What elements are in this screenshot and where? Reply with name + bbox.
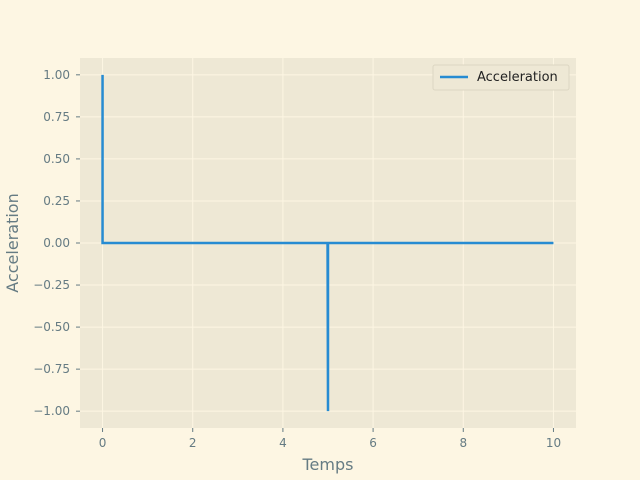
legend-label: Acceleration [477, 70, 558, 85]
y-tick-label: 0.75 [43, 110, 70, 124]
y-tick-label: 0.50 [43, 152, 70, 166]
y-tick-label: −0.25 [33, 278, 70, 292]
y-axis-label: Acceleration [3, 193, 22, 292]
y-tick-label: 0.00 [43, 236, 70, 250]
x-tick-label: 0 [99, 436, 107, 450]
x-tick-label: 4 [279, 436, 287, 450]
y-tick-label: −0.75 [33, 362, 70, 376]
x-tick-label: 2 [189, 436, 197, 450]
legend-box [432, 64, 570, 91]
y-tick-label: −0.50 [33, 320, 70, 334]
x-tick-label: 10 [546, 436, 561, 450]
legend: Acceleration [432, 64, 570, 91]
y-ticks: 1.00 0.75 0.50 0.25 0.00 −0.25 −0.50 −0.75 −1.00 [33, 68, 80, 418]
series-layer [101, 74, 554, 412]
x-axis-label: Temps [302, 455, 354, 474]
x-tick-label: 6 [369, 436, 377, 450]
series-line-0 [101, 74, 554, 412]
x-ticks: 0 2 4 6 8 10 [99, 428, 561, 450]
x-tick-label: 8 [459, 436, 467, 450]
y-tick-label: 1.00 [43, 68, 70, 82]
y-tick-label: −1.00 [33, 404, 70, 418]
y-tick-label: 0.25 [43, 194, 70, 208]
